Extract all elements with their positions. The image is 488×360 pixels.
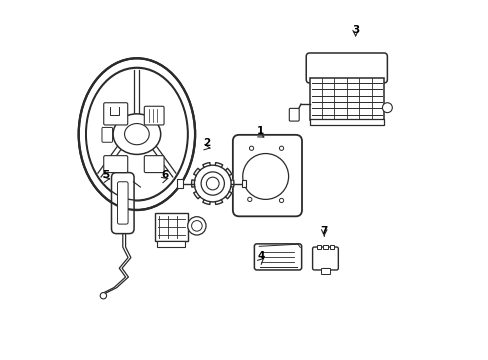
Text: 6: 6 — [161, 170, 168, 180]
Circle shape — [191, 221, 202, 231]
Bar — [154, 213, 188, 241]
Circle shape — [247, 197, 251, 202]
Circle shape — [279, 198, 283, 203]
Bar — [177, 179, 183, 188]
Polygon shape — [225, 192, 231, 199]
Circle shape — [187, 217, 205, 235]
FancyBboxPatch shape — [144, 156, 164, 172]
Polygon shape — [215, 163, 222, 167]
Bar — [241, 180, 246, 187]
Ellipse shape — [82, 64, 191, 205]
Circle shape — [194, 165, 231, 202]
Text: 3: 3 — [351, 25, 359, 35]
Ellipse shape — [113, 114, 161, 154]
Bar — [309, 78, 383, 120]
Polygon shape — [193, 192, 200, 199]
Polygon shape — [153, 146, 176, 177]
Text: 1: 1 — [256, 126, 264, 136]
Circle shape — [206, 177, 219, 190]
Text: 7: 7 — [320, 226, 327, 236]
Polygon shape — [98, 146, 121, 177]
Bar — [309, 119, 383, 125]
FancyBboxPatch shape — [144, 106, 164, 125]
Circle shape — [100, 293, 106, 299]
Text: 2: 2 — [203, 138, 210, 148]
Polygon shape — [191, 180, 194, 187]
Polygon shape — [193, 168, 200, 175]
FancyBboxPatch shape — [289, 108, 299, 121]
FancyBboxPatch shape — [117, 182, 128, 224]
Circle shape — [249, 146, 253, 150]
FancyBboxPatch shape — [102, 127, 112, 142]
Polygon shape — [215, 200, 222, 204]
Bar — [323, 244, 327, 249]
Text: 5: 5 — [102, 170, 110, 180]
FancyBboxPatch shape — [254, 244, 301, 270]
Bar — [316, 244, 321, 249]
FancyBboxPatch shape — [232, 135, 302, 216]
FancyBboxPatch shape — [111, 172, 134, 234]
Polygon shape — [203, 163, 210, 167]
Text: 4: 4 — [257, 251, 264, 261]
Circle shape — [382, 103, 391, 113]
Polygon shape — [203, 200, 210, 204]
Bar — [321, 268, 329, 274]
Circle shape — [201, 172, 224, 195]
Circle shape — [279, 146, 283, 150]
Ellipse shape — [103, 104, 170, 164]
FancyBboxPatch shape — [312, 247, 338, 270]
Bar — [157, 241, 185, 247]
FancyBboxPatch shape — [103, 103, 127, 125]
Polygon shape — [230, 180, 233, 187]
Ellipse shape — [124, 123, 149, 145]
FancyBboxPatch shape — [305, 53, 386, 83]
Bar — [329, 244, 333, 249]
Polygon shape — [134, 71, 139, 113]
FancyBboxPatch shape — [103, 156, 127, 172]
Polygon shape — [225, 168, 231, 175]
